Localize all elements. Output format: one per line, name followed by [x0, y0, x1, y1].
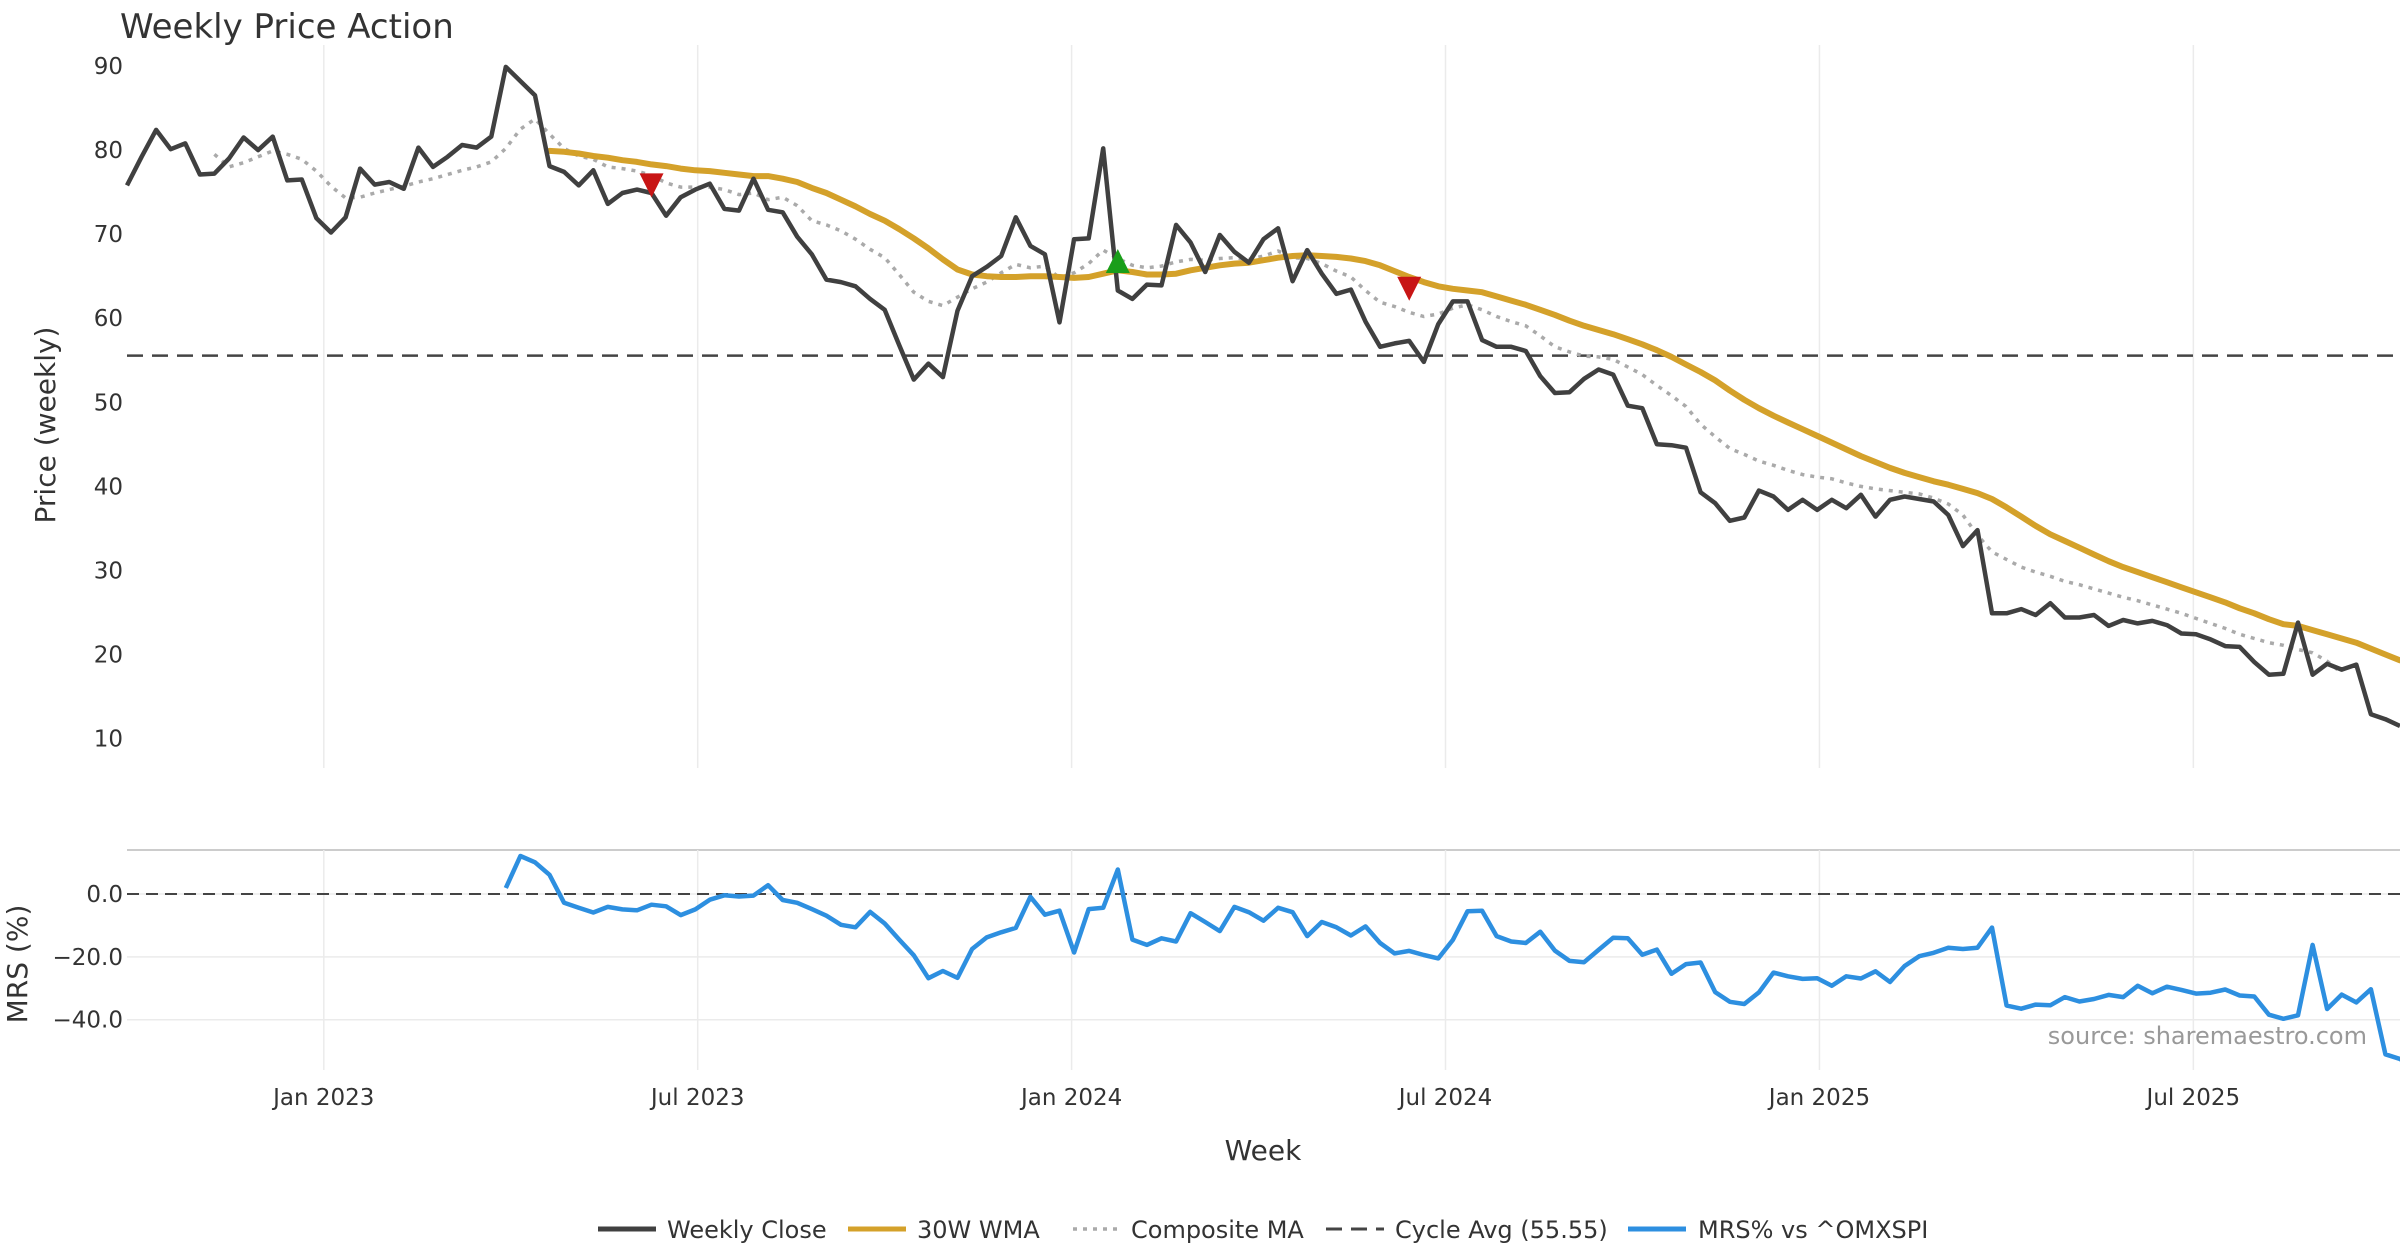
legend-label-cycle-avg: Cycle Avg (55.55) [1395, 1216, 1608, 1244]
x-tick-label: Jul 2024 [1397, 1085, 1493, 1111]
price-y-tick-label: 90 [94, 54, 123, 80]
legend-label-composite-ma: Composite MA [1131, 1216, 1304, 1244]
mrs-panel-grid [127, 850, 2400, 1070]
price-y-tick-label: 10 [94, 727, 123, 753]
mrs-y-axis-title: MRS (%) [1, 905, 34, 1024]
source-label: source: sharemaestro.com [2048, 1022, 2367, 1050]
buy-signal-marker [1105, 249, 1130, 274]
price-y-tick-label: 50 [94, 390, 123, 416]
wma-30w-line [546, 147, 2400, 664]
price-panel-grid [323, 45, 2195, 768]
x-tick-label: Jul 2025 [2145, 1085, 2241, 1111]
x-tick-label: Jul 2023 [649, 1085, 745, 1111]
mrs-y-tick-label: −20.0 [53, 945, 123, 971]
mrs-y-tick-label: −40.0 [53, 1008, 123, 1034]
x-tick-label: Jan 2025 [1767, 1085, 1870, 1111]
price-y-tick-label: 60 [94, 306, 123, 332]
x-ticks: Jan 2023 Jul 2023 Jan 2024 Jul 2024 Jan … [271, 1085, 2240, 1111]
composite-ma-line [213, 117, 2343, 675]
mrs-y-ticks: 0.0 −20.0 −40.0 [53, 882, 123, 1034]
price-y-tick-label: 40 [94, 474, 123, 500]
legend-label-wma: 30W WMA [917, 1216, 1040, 1244]
price-y-tick-label: 30 [94, 558, 123, 584]
price-y-tick-label: 80 [94, 138, 123, 164]
legend-label-weekly-close: Weekly Close [667, 1216, 827, 1244]
mrs-y-tick-label: 0.0 [86, 882, 123, 908]
sell-signal-marker [639, 173, 664, 198]
sell-signal-marker [1397, 276, 1422, 301]
price-y-tick-label: 70 [94, 222, 123, 248]
mrs-line [503, 853, 2400, 1062]
signal-markers [639, 173, 1422, 301]
legend-label-mrs: MRS% vs ^OMXSPI [1698, 1216, 1928, 1244]
chart-title: Weekly Price Action [120, 7, 454, 47]
price-y-ticks: 10 20 30 40 50 60 70 80 90 [94, 54, 123, 753]
price-y-tick-label: 20 [94, 643, 123, 669]
x-tick-label: Jan 2023 [271, 1085, 374, 1111]
price-y-axis-title: Price (weekly) [29, 327, 62, 524]
legend: Weekly Close 30W WMA Composite MA Cycle … [598, 1216, 1928, 1244]
x-axis-title: Week [1225, 1134, 1302, 1167]
weekly-close-line [124, 64, 2400, 729]
x-tick-label: Jan 2024 [1019, 1085, 1122, 1111]
